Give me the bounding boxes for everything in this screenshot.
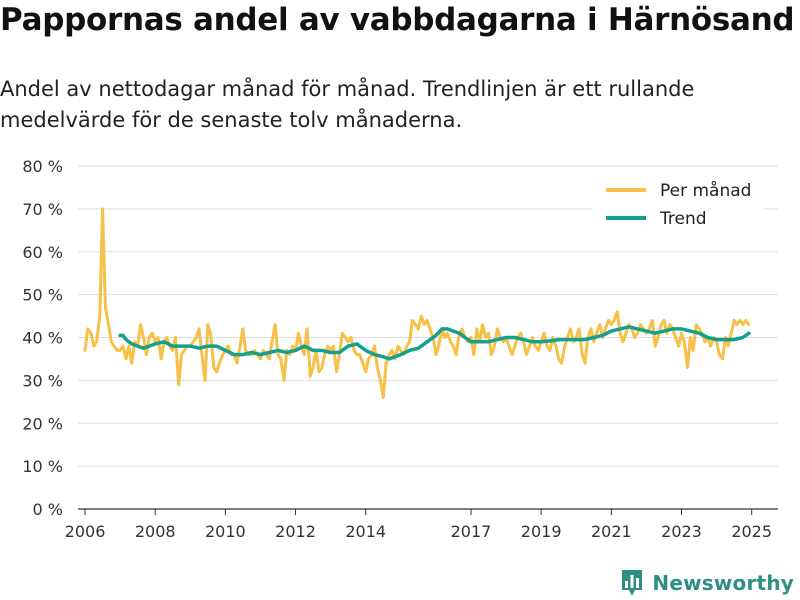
chart-legend: Per månad Trend	[592, 175, 764, 237]
x-tick-label: 2019	[521, 522, 562, 540]
y-tick-label: 0 %	[33, 500, 63, 519]
x-tick-label: 2017	[451, 522, 492, 540]
chart-series	[83, 207, 751, 399]
x-tick-label: 2025	[731, 522, 772, 540]
x-tick-label: 2008	[135, 522, 176, 540]
y-tick-label: 10 %	[22, 457, 63, 476]
x-tick-label: 2014	[345, 522, 386, 540]
legend-label: Per månad	[660, 180, 751, 201]
x-tick-label: 2012	[275, 522, 316, 540]
legend-background	[592, 175, 764, 237]
brand-logo: Newsworthy	[620, 568, 794, 598]
series-line-trend	[118, 325, 751, 361]
x-axis: 2006 2008 2010 2012 2014 2017 2019 2021 2023 2025	[65, 509, 772, 540]
legend-label: Trend	[659, 209, 707, 229]
y-tick-label: 20 %	[22, 414, 63, 433]
y-tick-label: 60 %	[22, 243, 63, 262]
y-tick-label: 40 %	[22, 329, 63, 348]
y-tick-label: 30 %	[22, 371, 63, 390]
series-line-per-manad	[83, 207, 751, 399]
x-tick-label: 2010	[205, 522, 246, 540]
bar-chart-logo-icon	[622, 570, 643, 596]
brand-name: Newsworthy	[652, 571, 794, 595]
x-tick-label: 2006	[65, 522, 106, 540]
chart-title: Pappornas andel av vabbdagarna i Härnösa…	[0, 2, 795, 38]
chart-subtitle: Andel av nettodagar månad för månad. Tre…	[0, 77, 695, 132]
line-chart: 0 % 10 % 20 % 30 % 40 % 50 % 60 % 70 % 80 % 2006…	[22, 157, 778, 540]
y-tick-label: 80 %	[22, 157, 63, 176]
x-tick-label: 2021	[591, 522, 632, 540]
y-tick-label: 70 %	[22, 200, 63, 219]
y-tick-label: 50 %	[22, 286, 63, 305]
x-tick-label: 2023	[661, 522, 702, 540]
y-axis-tick-labels: 0 % 10 % 20 % 30 % 40 % 50 % 60 % 70 % 80 %	[22, 157, 63, 519]
